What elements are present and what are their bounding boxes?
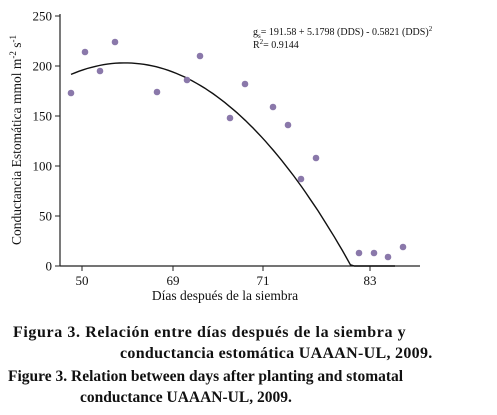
regression-equation: gs= 191.58 + 5.1798 (DDS) - 0.5821 (DDS)… [253, 25, 433, 40]
data-point [96, 67, 104, 75]
x-tick-label: 69 [167, 273, 180, 288]
data-point [355, 249, 363, 257]
data-point [399, 243, 407, 251]
data-point [226, 114, 234, 122]
y-tick-label: 100 [33, 159, 53, 174]
x-axis-ticks: 50 69 71 83 [76, 266, 377, 288]
data-point [269, 103, 277, 111]
caption-english-line-1: Figure 3. Relation between days after pl… [8, 368, 404, 385]
caption-spanish-line-1: Figura 3. Relación entre días después de… [13, 324, 407, 341]
scatter-chart: 0 50 100 150 200 250 50 69 71 83 Conductancia Es… [8, 9, 433, 304]
data-point [196, 52, 204, 60]
data-point [81, 48, 89, 56]
data-point [67, 89, 75, 97]
data-point [183, 76, 191, 84]
data-point [153, 88, 161, 96]
y-tick-label: 200 [33, 59, 53, 74]
x-tick-label: 71 [257, 273, 270, 288]
y-axis-title: Conductancia Estomática mmol m-2 s-1 [8, 35, 24, 245]
caption-spanish-line-2: conductancia estomática UAAAN-UL, 2009. [120, 345, 433, 362]
data-point [370, 249, 378, 257]
fit-curve [70, 62, 395, 267]
data-point [384, 253, 392, 261]
r-squared-label: R2= 0.9144 [253, 38, 299, 51]
data-point [241, 80, 249, 88]
y-tick-label: 150 [33, 109, 53, 124]
x-tick-label: 50 [76, 273, 89, 288]
y-tick-label: 250 [33, 9, 53, 24]
x-tick-label: 83 [364, 273, 377, 288]
y-tick-label: 50 [39, 209, 52, 224]
data-point [111, 38, 119, 46]
data-point [312, 154, 320, 162]
data-points [67, 38, 407, 261]
y-tick-label: 0 [46, 259, 53, 274]
data-point [297, 175, 305, 183]
caption-english-line-2: conductance UAAAN-UL, 2009. [80, 389, 292, 406]
x-axis-title: Días después de la siembra [152, 288, 298, 303]
data-point [284, 121, 292, 129]
y-axis-ticks: 0 50 100 150 200 250 [33, 9, 60, 274]
